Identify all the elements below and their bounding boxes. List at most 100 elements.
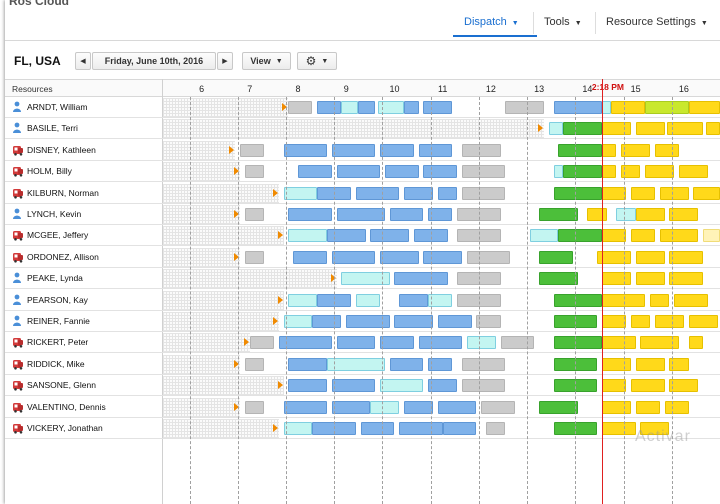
schedule-block-cyan[interactable] bbox=[529, 229, 559, 243]
schedule-block-yellow[interactable] bbox=[601, 272, 631, 286]
settings-dropdown-button[interactable]: ⚙ ▼ bbox=[297, 52, 337, 70]
resource-name[interactable]: ORDONEZ, Allison bbox=[27, 251, 99, 262]
resource-row[interactable]: VALENTINO, Dennis bbox=[5, 397, 720, 418]
schedule-block-blue[interactable] bbox=[380, 143, 414, 157]
schedule-block-pale[interactable] bbox=[703, 229, 720, 243]
schedule-block-yellow[interactable] bbox=[601, 186, 626, 200]
schedule-block-cyan[interactable] bbox=[370, 400, 400, 414]
schedule-block-green[interactable] bbox=[563, 122, 602, 136]
schedule-block-cyan[interactable] bbox=[326, 357, 385, 371]
previous-day-button[interactable]: ◀ bbox=[75, 52, 91, 70]
schedule-block-green[interactable] bbox=[553, 422, 597, 435]
resource-name[interactable]: HOLM, Billy bbox=[27, 166, 72, 177]
schedule-block-blue[interactable] bbox=[380, 336, 414, 350]
resource-row[interactable]: DISNEY, Kathleen bbox=[5, 140, 720, 161]
resource-name[interactable]: KILBURN, Norman bbox=[27, 187, 99, 198]
schedule-block-cyan[interactable] bbox=[428, 293, 453, 307]
schedule-block-blue[interactable] bbox=[389, 357, 424, 371]
schedule-block-blue[interactable] bbox=[288, 208, 332, 221]
schedule-block-blue[interactable] bbox=[413, 229, 448, 243]
resource-row[interactable]: REINER, Fannie bbox=[5, 311, 720, 332]
schedule-block-gray[interactable] bbox=[461, 379, 506, 393]
schedule-block-yellow[interactable] bbox=[621, 143, 651, 157]
schedule-block-yellow[interactable] bbox=[601, 229, 626, 243]
schedule-block-blue[interactable] bbox=[283, 400, 327, 414]
schedule-block-blue[interactable] bbox=[360, 422, 395, 435]
resource-row[interactable]: VICKERY, Jonathan bbox=[5, 418, 720, 439]
schedule-block-cyan[interactable] bbox=[466, 336, 496, 350]
schedule-block-yellow[interactable] bbox=[601, 336, 636, 350]
schedule-block-yellow[interactable] bbox=[630, 315, 651, 328]
schedule-block-yellow[interactable] bbox=[664, 400, 689, 414]
resource-row[interactable]: PEAKE, Lynda bbox=[5, 268, 720, 290]
schedule-block-gray[interactable] bbox=[244, 208, 265, 221]
schedule-block-yellow[interactable] bbox=[635, 400, 660, 414]
schedule-block-yellow[interactable] bbox=[635, 250, 665, 264]
schedule-block-gray[interactable] bbox=[244, 165, 265, 179]
schedule-block-blue[interactable] bbox=[389, 208, 424, 221]
schedule-block-yellow[interactable] bbox=[630, 229, 655, 243]
schedule-block-yellow[interactable] bbox=[669, 357, 689, 371]
schedule-block-blue[interactable] bbox=[394, 315, 434, 328]
schedule-block-yellow[interactable] bbox=[597, 250, 631, 264]
schedule-block-green[interactable] bbox=[553, 357, 597, 371]
resource-name[interactable]: RICKERT, Peter bbox=[27, 337, 89, 348]
schedule-block-yellow[interactable] bbox=[666, 122, 704, 136]
schedule-block-blue[interactable] bbox=[423, 101, 453, 114]
schedule-block-blue[interactable] bbox=[331, 379, 376, 393]
schedule-block-blue[interactable] bbox=[399, 293, 429, 307]
date-picker-button[interactable]: Friday, June 10th, 2016 bbox=[92, 52, 216, 70]
resource-row[interactable]: LYNCH, Kevin bbox=[5, 204, 720, 225]
schedule-block-yellow[interactable] bbox=[659, 229, 699, 243]
schedule-block-blue[interactable] bbox=[399, 422, 443, 435]
schedule-block-blue[interactable] bbox=[437, 315, 472, 328]
schedule-block-yellow[interactable] bbox=[587, 208, 607, 221]
resource-row[interactable]: SANSONE, Glenn bbox=[5, 375, 720, 397]
schedule-block-blue[interactable] bbox=[317, 101, 342, 114]
resource-row[interactable]: PEARSON, Kay bbox=[5, 290, 720, 311]
schedule-block-yellow[interactable] bbox=[669, 250, 704, 264]
schedule-block-cyan[interactable] bbox=[553, 165, 564, 179]
schedule-block-blue[interactable] bbox=[336, 165, 380, 179]
schedule-block-cyan[interactable] bbox=[341, 101, 359, 114]
schedule-block-blue[interactable] bbox=[312, 315, 342, 328]
schedule-block-gray[interactable] bbox=[461, 357, 506, 371]
schedule-block-yellow[interactable] bbox=[601, 165, 617, 179]
schedule-block-blue[interactable] bbox=[418, 143, 453, 157]
schedule-block-cyan[interactable] bbox=[283, 186, 318, 200]
schedule-block-blue[interactable] bbox=[404, 400, 434, 414]
schedule-block-gray[interactable] bbox=[505, 101, 544, 114]
resource-row[interactable]: BASILE, Terri bbox=[5, 118, 720, 140]
schedule-block-green[interactable] bbox=[553, 336, 602, 350]
schedule-block-green[interactable] bbox=[558, 143, 602, 157]
schedule-block-blue[interactable] bbox=[331, 400, 371, 414]
schedule-block-yellow[interactable] bbox=[611, 101, 646, 114]
schedule-block-yellow[interactable] bbox=[601, 357, 631, 371]
schedule-block-green[interactable] bbox=[539, 250, 573, 264]
nav-resource-settings[interactable]: Resource Settings ▼ bbox=[606, 16, 708, 28]
schedule-block-gray[interactable] bbox=[500, 336, 535, 350]
schedule-block-yellow[interactable] bbox=[635, 272, 665, 286]
schedule-block-yellow[interactable] bbox=[654, 315, 684, 328]
schedule-block-yellow[interactable] bbox=[669, 208, 699, 221]
resource-name[interactable]: PEARSON, Kay bbox=[27, 294, 88, 305]
schedule-block-gray[interactable] bbox=[486, 422, 506, 435]
nav-tools[interactable]: Tools ▼ bbox=[544, 16, 582, 28]
schedule-block-gray[interactable] bbox=[244, 400, 265, 414]
schedule-block-yellow[interactable] bbox=[679, 165, 708, 179]
schedule-block-blue[interactable] bbox=[437, 186, 458, 200]
schedule-block-cyan[interactable] bbox=[288, 229, 327, 243]
schedule-block-blue[interactable] bbox=[428, 379, 458, 393]
schedule-block-blue[interactable] bbox=[358, 101, 376, 114]
schedule-block-blue[interactable] bbox=[293, 250, 327, 264]
resource-name[interactable]: PEAKE, Lynda bbox=[27, 273, 83, 284]
schedule-block-blue[interactable] bbox=[336, 208, 385, 221]
resource-row[interactable]: ARNDT, William bbox=[5, 97, 720, 118]
schedule-block-yellow[interactable] bbox=[601, 315, 626, 328]
schedule-block-blue[interactable] bbox=[437, 400, 477, 414]
schedule-block-gray[interactable] bbox=[466, 250, 511, 264]
schedule-block-blue[interactable] bbox=[326, 229, 366, 243]
schedule-block-yellow[interactable] bbox=[635, 122, 665, 136]
resource-name[interactable]: LYNCH, Kevin bbox=[27, 209, 82, 219]
schedule-block-gray[interactable] bbox=[244, 357, 265, 371]
